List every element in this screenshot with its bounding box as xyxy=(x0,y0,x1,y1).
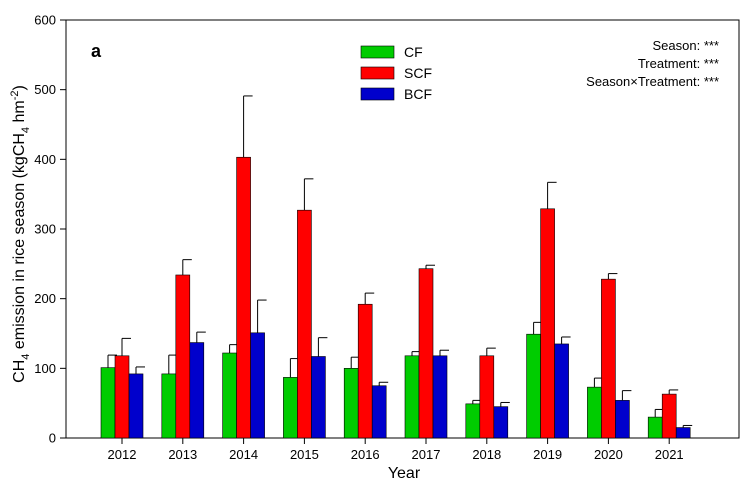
bar-bcf-2018 xyxy=(493,406,509,439)
bar-bcf-2019 xyxy=(554,343,569,439)
bar-scf-2015 xyxy=(297,209,312,439)
x-tick-label: 2012 xyxy=(108,447,137,462)
y-tick-label: 100 xyxy=(34,361,56,376)
bar-cf-2019 xyxy=(526,333,541,439)
bar-bcf-2016 xyxy=(371,385,387,439)
legend-swatch-cf xyxy=(360,45,395,59)
legend: CF SCF BCF xyxy=(360,44,432,102)
bar-cf-2018 xyxy=(465,403,481,439)
panel-label: a xyxy=(91,41,102,61)
y-tick-label: 600 xyxy=(34,13,56,28)
bar-scf-2013 xyxy=(175,274,191,439)
significance-line: Season: *** xyxy=(653,38,720,53)
x-tick-label: 2021 xyxy=(655,447,684,462)
legend-label-cf: CF xyxy=(404,44,423,60)
y-axis-title: CH4 emission in rice season (kgCH4 hm-2) xyxy=(9,85,32,383)
bar-scf-2020 xyxy=(601,278,616,439)
bar-bcf-2013 xyxy=(189,342,205,439)
x-tick-label: 2015 xyxy=(290,447,319,462)
x-tick-label: 2014 xyxy=(229,447,258,462)
y-tick-label: 0 xyxy=(49,431,56,446)
bar-cf-2017 xyxy=(404,355,420,439)
bar-scf-2019 xyxy=(540,208,555,439)
bar-bcf-2021 xyxy=(675,427,691,439)
x-tick-label: 2019 xyxy=(533,447,562,462)
bar-scf-2016 xyxy=(357,303,373,439)
y-axis-title-part: 4 xyxy=(20,127,32,133)
y-axis-title-part: 4 xyxy=(20,354,32,360)
bar-cf-2013 xyxy=(161,373,177,439)
y-axis-title-part: hm xyxy=(11,100,28,127)
y-tick-label: 200 xyxy=(34,291,56,306)
y-axis-title-part: -2 xyxy=(9,90,21,100)
y-axis: 0 100 200 300 400 500 600 xyxy=(34,13,66,446)
legend-swatch-bcf xyxy=(360,87,395,101)
y-axis-title-part: CH xyxy=(11,360,28,383)
legend-label-bcf: BCF xyxy=(404,86,432,102)
bar-bcf-2020 xyxy=(615,400,630,439)
x-tick-label: 2020 xyxy=(594,447,623,462)
bar-scf-2014 xyxy=(236,156,251,439)
y-tick-label: 300 xyxy=(34,222,56,237)
bar-bcf-2015 xyxy=(311,356,326,439)
bars-group xyxy=(100,95,693,439)
bar-cf-2021 xyxy=(647,416,663,439)
y-axis-title-part: ) xyxy=(11,85,28,90)
x-tick-label: 2013 xyxy=(168,447,197,462)
bar-cf-2015 xyxy=(283,377,298,439)
bar-cf-2016 xyxy=(343,368,359,439)
x-tick-label: 2017 xyxy=(412,447,441,462)
y-tick-label: 400 xyxy=(34,152,56,167)
bar-bcf-2017 xyxy=(432,355,448,439)
bar-scf-2017 xyxy=(418,268,434,439)
significance-annotation: Season: *** Treatment: *** Season×Treatmen… xyxy=(586,38,719,89)
x-tick-label: 2016 xyxy=(351,447,380,462)
bar-cf-2014 xyxy=(222,352,237,439)
bar-scf-2018 xyxy=(479,355,495,439)
legend-swatch-scf xyxy=(360,66,395,80)
bar-scf-2021 xyxy=(661,393,677,439)
legend-label-scf: SCF xyxy=(404,65,432,81)
bar-scf-2012 xyxy=(114,355,130,439)
bar-cf-2012 xyxy=(100,367,116,439)
x-tick-label: 2018 xyxy=(472,447,501,462)
significance-line: Treatment: *** xyxy=(638,56,719,71)
significance-line: Season×Treatment: *** xyxy=(586,74,719,89)
bar-bcf-2012 xyxy=(128,373,144,439)
y-tick-label: 500 xyxy=(34,82,56,97)
x-axis: 2012 2013 2014 2015 2016 2017 2018 2019 2020 2021 xyxy=(108,438,684,462)
bar-cf-2020 xyxy=(587,386,602,439)
x-axis-title: Year xyxy=(388,465,421,482)
y-axis-title-part: emission in rice season (kgCH xyxy=(11,133,28,354)
bar-bcf-2014 xyxy=(250,332,265,439)
